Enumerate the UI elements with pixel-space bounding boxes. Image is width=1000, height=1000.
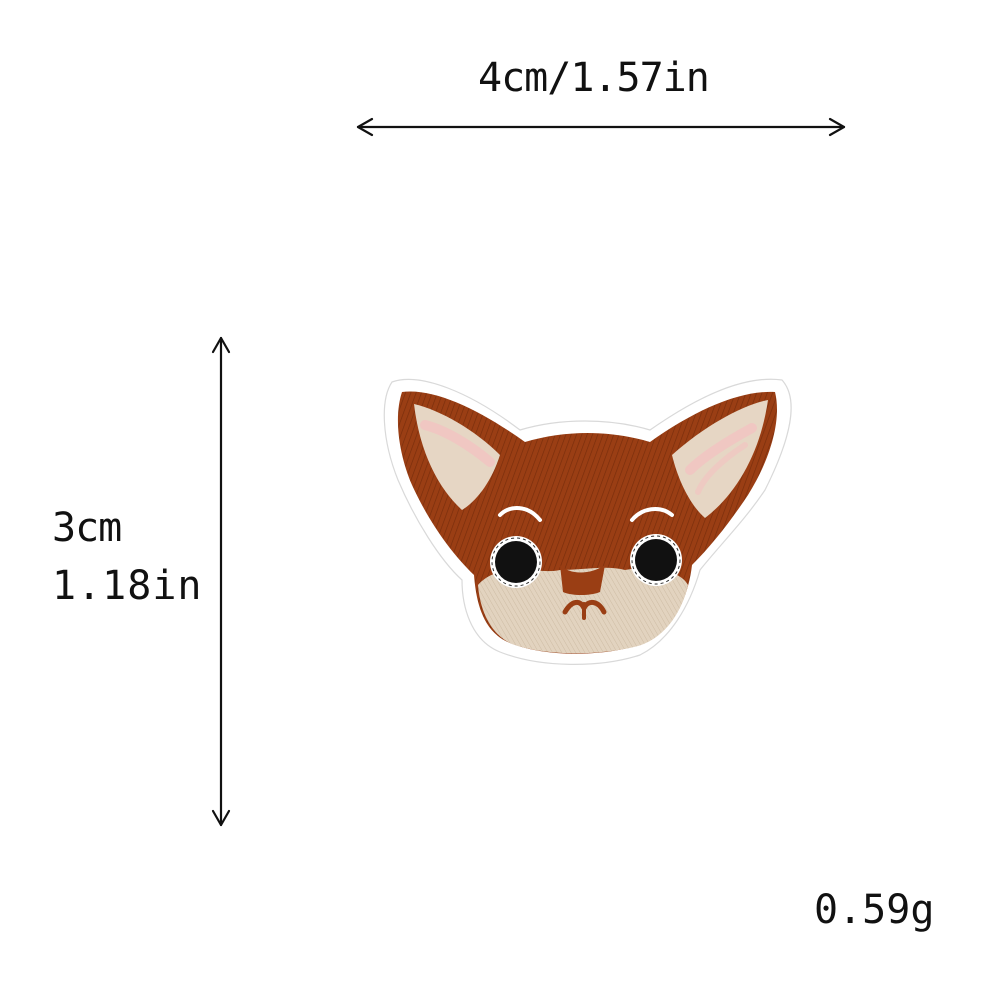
vertical-arrow-icon	[211, 336, 231, 827]
horizontal-arrow-icon	[356, 117, 846, 137]
height-in-label: 1.18in	[52, 563, 203, 609]
left-eyebrow	[498, 506, 542, 522]
left-eye	[490, 536, 542, 588]
right-eyebrow	[630, 507, 674, 522]
right-eye	[630, 534, 682, 586]
width-dimension-label: 4cm/1.57in	[478, 55, 710, 101]
height-cm-label: 3cm	[52, 505, 122, 551]
weight-label: 0.59g	[814, 887, 935, 933]
